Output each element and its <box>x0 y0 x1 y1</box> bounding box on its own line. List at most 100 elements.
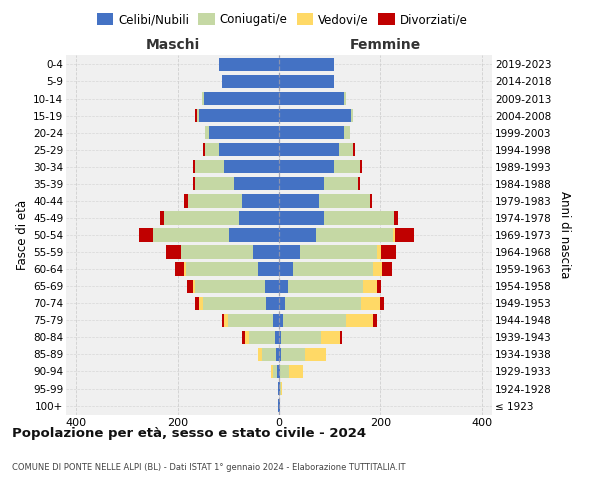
Y-axis label: Fasce di età: Fasce di età <box>16 200 29 270</box>
Bar <box>377 246 382 258</box>
Bar <box>279 262 293 276</box>
Bar <box>394 212 398 224</box>
Bar <box>275 330 279 344</box>
Bar <box>392 228 395 241</box>
Bar <box>195 109 197 122</box>
Bar <box>277 365 279 378</box>
Bar <box>279 75 334 88</box>
Bar <box>358 177 360 190</box>
Bar <box>382 262 392 276</box>
Bar <box>175 262 184 276</box>
Text: COMUNE DI PONTE NELLE ALPI (BL) - Dati ISTAT 1° gennaio 2024 - Elaborazione TUTT: COMUNE DI PONTE NELLE ALPI (BL) - Dati I… <box>12 462 406 471</box>
Bar <box>279 280 288 293</box>
Bar <box>281 348 305 361</box>
Bar <box>279 246 301 258</box>
Bar <box>377 280 382 293</box>
Bar <box>219 143 279 156</box>
Bar <box>279 365 280 378</box>
Bar <box>266 296 279 310</box>
Bar <box>340 330 342 344</box>
Bar <box>373 314 377 327</box>
Bar <box>245 330 248 344</box>
Bar <box>187 280 193 293</box>
Bar <box>288 280 363 293</box>
Bar <box>229 228 279 241</box>
Bar <box>334 160 360 173</box>
Bar <box>166 246 181 258</box>
Bar <box>181 246 253 258</box>
Bar <box>224 160 279 173</box>
Bar <box>195 160 224 173</box>
Bar <box>279 177 323 190</box>
Bar <box>203 143 205 156</box>
Bar <box>235 177 279 190</box>
Bar <box>380 296 385 310</box>
Bar <box>205 143 219 156</box>
Bar <box>279 126 344 140</box>
Bar <box>395 228 414 241</box>
Bar <box>279 212 323 224</box>
Bar <box>258 262 279 276</box>
Bar <box>279 194 319 207</box>
Bar <box>361 296 380 310</box>
Bar <box>305 348 326 361</box>
Bar <box>204 92 279 105</box>
Bar <box>262 348 277 361</box>
Bar <box>199 109 279 122</box>
Bar <box>320 330 340 344</box>
Bar <box>279 228 316 241</box>
Bar <box>283 314 346 327</box>
Bar <box>222 314 224 327</box>
Bar <box>242 194 279 207</box>
Bar <box>193 160 195 173</box>
Bar <box>289 365 304 378</box>
Bar <box>193 280 195 293</box>
Bar <box>274 365 277 378</box>
Bar <box>228 314 273 327</box>
Bar <box>248 330 275 344</box>
Bar <box>258 348 262 361</box>
Bar <box>239 212 279 224</box>
Bar <box>195 296 199 310</box>
Bar <box>271 365 274 378</box>
Bar <box>197 109 199 122</box>
Bar <box>279 58 334 71</box>
Bar <box>279 160 334 173</box>
Bar <box>353 143 355 156</box>
Bar <box>242 330 245 344</box>
Bar <box>219 58 279 71</box>
Bar <box>279 92 344 105</box>
Text: Maschi: Maschi <box>145 38 200 52</box>
Bar <box>346 314 373 327</box>
Bar <box>363 280 377 293</box>
Bar <box>273 314 279 327</box>
Y-axis label: Anni di nascita: Anni di nascita <box>559 192 571 278</box>
Bar <box>316 228 392 241</box>
Bar <box>351 109 353 122</box>
Bar <box>253 246 279 258</box>
Bar <box>279 296 285 310</box>
Bar <box>323 177 358 190</box>
Bar <box>285 296 361 310</box>
Bar <box>382 246 395 258</box>
Bar <box>195 280 265 293</box>
Bar <box>139 228 153 241</box>
Bar <box>280 382 281 395</box>
Bar <box>202 92 204 105</box>
Bar <box>323 212 394 224</box>
Bar <box>279 330 281 344</box>
Bar <box>209 126 279 140</box>
Bar <box>184 194 188 207</box>
Bar <box>279 314 283 327</box>
Bar <box>222 75 279 88</box>
Bar <box>281 330 320 344</box>
Bar <box>279 348 281 361</box>
Bar <box>164 212 239 224</box>
Bar <box>203 296 266 310</box>
Bar <box>319 194 370 207</box>
Bar <box>188 194 242 207</box>
Bar <box>199 296 203 310</box>
Bar <box>339 143 353 156</box>
Bar <box>205 126 209 140</box>
Legend: Celibi/Nubili, Coniugati/e, Vedovi/e, Divorziati/e: Celibi/Nubili, Coniugati/e, Vedovi/e, Di… <box>92 8 472 31</box>
